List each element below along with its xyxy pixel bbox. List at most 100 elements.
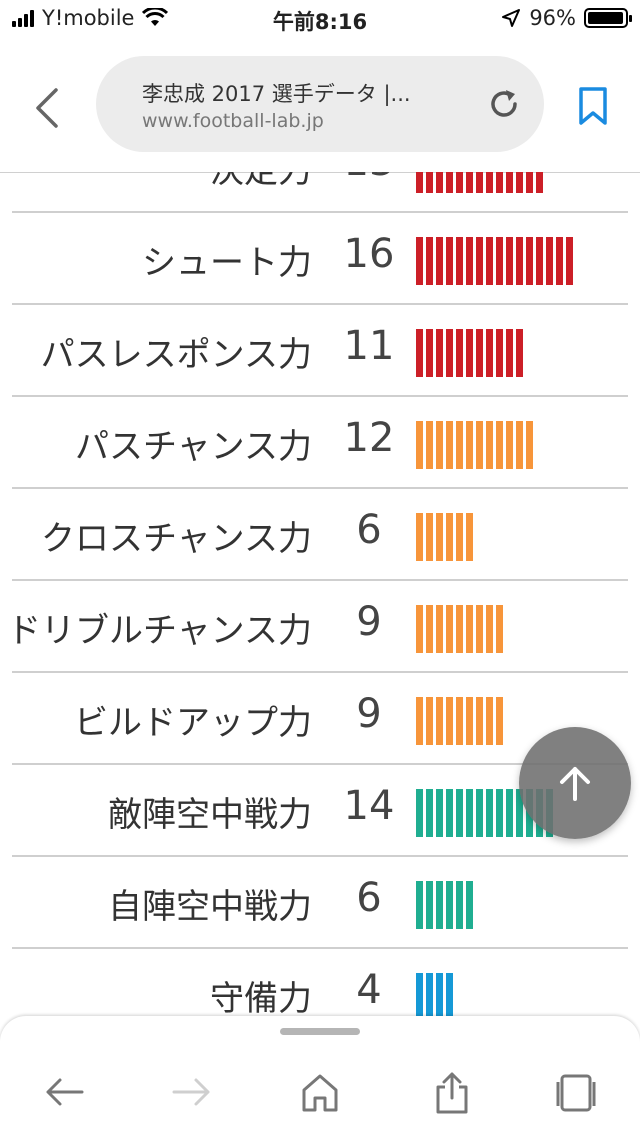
chevron-left-icon[interactable] [30, 86, 66, 130]
page-title: 李忠成 2017 選手データ |... [142, 82, 411, 106]
grabber-handle[interactable] [280, 1028, 360, 1035]
stat-label: パスレスポンス力 [40, 335, 312, 375]
stat-bar [416, 605, 503, 653]
stat-bar-segment [476, 605, 483, 653]
stat-bar-segment [466, 605, 473, 653]
stat-bar [416, 237, 573, 285]
stat-bar-segment [516, 237, 523, 285]
stat-bar-segment [466, 172, 473, 193]
stat-value: 6 [356, 875, 382, 921]
stat-bar-segment [486, 329, 493, 377]
stat-bar-segment [416, 329, 423, 377]
stat-bar-segment [446, 513, 453, 561]
stat-bar-segment [466, 421, 473, 469]
stat-bar-segment [416, 973, 423, 1020]
stat-bar-segment [436, 237, 443, 285]
stat-bar-segment [486, 172, 493, 193]
stat-row: パスチャンス力 12 [12, 397, 628, 489]
stat-row: 決定力 13 [12, 172, 628, 213]
stat-bar-segment [516, 172, 523, 193]
stat-bar-segment [416, 789, 423, 837]
stat-bar-segment [516, 421, 523, 469]
stat-bar-segment [496, 329, 503, 377]
battery-icon [584, 8, 632, 28]
stat-bar-segment [426, 697, 433, 745]
stat-bar-segment [456, 513, 463, 561]
stat-bar-segment [426, 605, 433, 653]
stat-bar-segment [516, 789, 523, 837]
stat-label: シュート力 [142, 243, 312, 283]
stat-bar-segment [446, 172, 453, 193]
stat-value: 13 [334, 172, 404, 185]
stat-label: 敵陣空中戦力 [108, 795, 312, 835]
carrier-label: Y!mobile [42, 6, 135, 30]
stat-bar-segment [426, 973, 433, 1020]
arrow-up-icon [560, 767, 590, 801]
stat-value: 9 [356, 599, 382, 645]
stat-bar-segment [476, 237, 483, 285]
stats-content: 決定力 13 シュート力 16 パスレスポンス力 11 パスチャンス力 12 クロスチャンス力 6… [0, 172, 640, 1020]
stat-bar-segment [566, 237, 573, 285]
tabs-icon[interactable] [554, 1070, 598, 1114]
stat-bar-segment [486, 789, 493, 837]
stat-row: クロスチャンス力 6 [12, 489, 628, 581]
stat-bar-segment [446, 329, 453, 377]
stat-label: ドリブルチャンス力 [7, 611, 312, 651]
stat-bar-segment [426, 421, 433, 469]
stat-bar-segment [446, 973, 453, 1020]
stat-bar-segment [466, 237, 473, 285]
stat-bar [416, 697, 503, 745]
stat-bar-segment [436, 329, 443, 377]
browser-header: 李忠成 2017 選手データ |... www.football-lab.jp [0, 40, 640, 173]
stat-bar-segment [416, 513, 423, 561]
stat-bar-segment [436, 513, 443, 561]
bookmark-icon[interactable] [576, 86, 610, 126]
page-url: www.football-lab.jp [142, 110, 324, 132]
stat-value: 16 [343, 231, 395, 277]
share-icon[interactable] [430, 1070, 474, 1114]
stat-label: 決定力 [210, 172, 312, 192]
stat-bar [416, 329, 523, 377]
stat-bar-segment [446, 697, 453, 745]
stat-bar-segment [436, 973, 443, 1020]
stat-bar-segment [436, 881, 443, 929]
stat-bar-segment [486, 697, 493, 745]
back-arrow-icon[interactable] [42, 1070, 86, 1114]
stat-bar-segment [446, 881, 453, 929]
stat-value: 12 [343, 415, 395, 461]
stat-row: ビルドアップ力 9 [12, 673, 628, 765]
status-left: Y!mobile [12, 6, 169, 30]
stat-bar-segment [456, 329, 463, 377]
stat-bar-segment [416, 421, 423, 469]
stat-bar-segment [506, 237, 513, 285]
stat-bar-segment [546, 237, 553, 285]
reload-icon[interactable] [486, 86, 522, 122]
stats-list: 決定力 13 シュート力 16 パスレスポンス力 11 パスチャンス力 12 クロスチャンス力 6… [0, 172, 640, 1020]
stat-bar-segment [466, 789, 473, 837]
stat-bar-segment [416, 172, 423, 193]
stat-bar-segment [456, 697, 463, 745]
forward-arrow-icon[interactable] [170, 1070, 214, 1114]
stat-value: 9 [356, 691, 382, 737]
stat-bar-segment [486, 421, 493, 469]
stat-bar-segment [536, 237, 543, 285]
stat-bar-segment [426, 172, 433, 193]
stat-row: シュート力 16 [12, 213, 628, 305]
stat-bar-segment [446, 789, 453, 837]
stat-bar-segment [446, 605, 453, 653]
stat-bar-segment [486, 237, 493, 285]
stat-bar-segment [456, 605, 463, 653]
stat-bar-segment [426, 513, 433, 561]
stat-bar-segment [506, 329, 513, 377]
address-bar[interactable]: 李忠成 2017 選手データ |... www.football-lab.jp [96, 56, 544, 152]
stat-label: クロスチャンス力 [41, 519, 312, 559]
stat-bar [416, 421, 533, 469]
stat-row: 守備力 4 [12, 949, 628, 1020]
stat-bar-segment [456, 421, 463, 469]
stat-bar-segment [436, 789, 443, 837]
stat-bar-segment [536, 172, 543, 193]
stat-bar-segment [506, 172, 513, 193]
stat-bar-segment [516, 329, 523, 377]
scroll-top-button[interactable] [519, 727, 631, 839]
home-icon[interactable] [298, 1070, 342, 1114]
